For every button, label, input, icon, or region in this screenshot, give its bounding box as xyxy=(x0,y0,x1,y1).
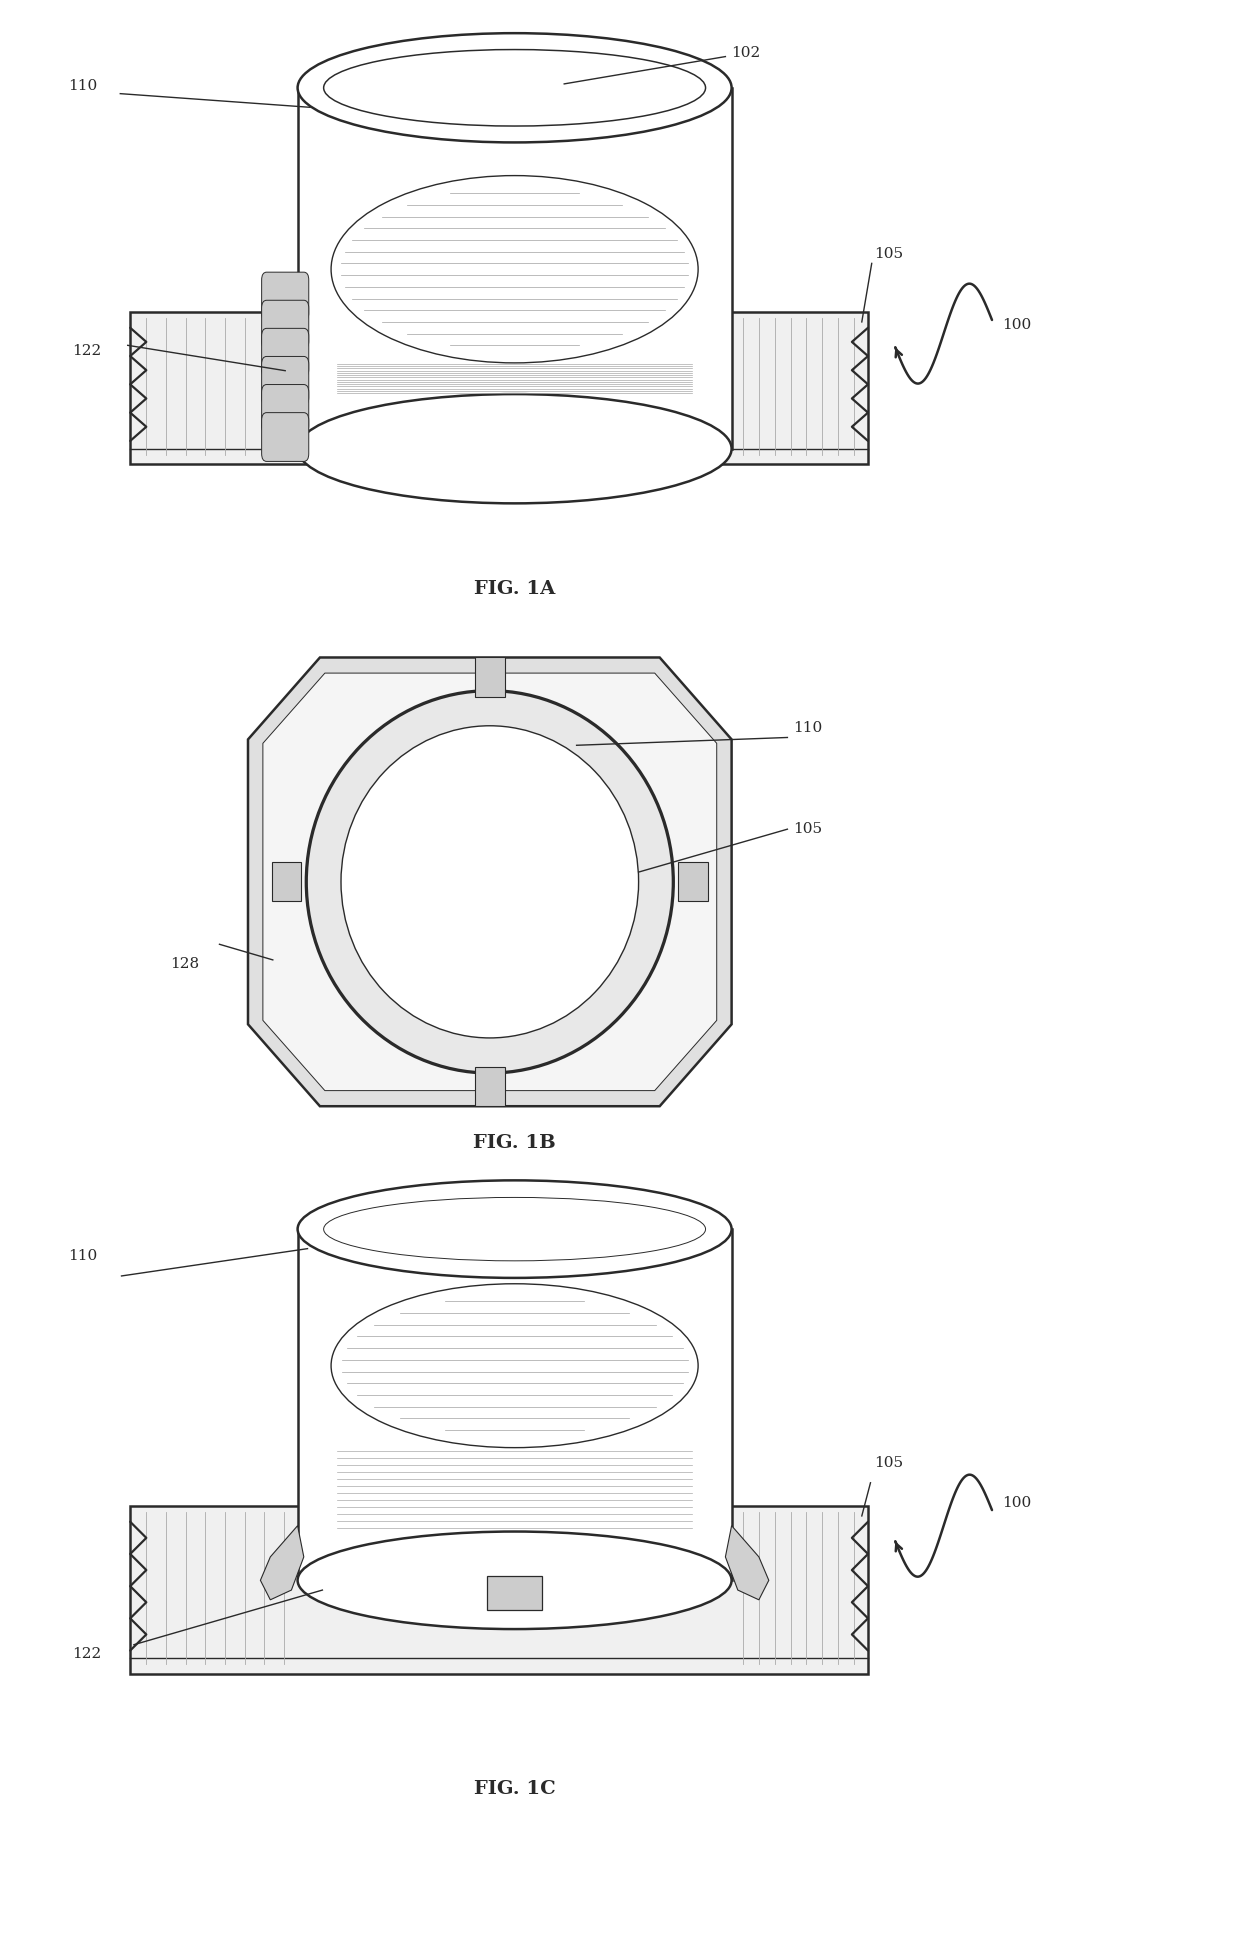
Polygon shape xyxy=(263,673,717,1091)
Text: 105: 105 xyxy=(874,1455,903,1471)
Text: 105: 105 xyxy=(794,821,822,837)
Ellipse shape xyxy=(298,394,732,503)
Polygon shape xyxy=(298,88,732,449)
FancyBboxPatch shape xyxy=(272,862,301,901)
Polygon shape xyxy=(130,1506,868,1674)
Text: 122: 122 xyxy=(72,1647,102,1662)
Text: 110: 110 xyxy=(794,720,823,736)
Text: FIG. 1B: FIG. 1B xyxy=(474,1134,556,1153)
Text: FIG. 1C: FIG. 1C xyxy=(474,1779,556,1799)
FancyBboxPatch shape xyxy=(475,1067,505,1106)
FancyBboxPatch shape xyxy=(487,1576,542,1610)
Polygon shape xyxy=(298,1229,732,1580)
Polygon shape xyxy=(260,1526,304,1600)
FancyBboxPatch shape xyxy=(262,412,309,460)
Text: FIG. 1A: FIG. 1A xyxy=(474,579,556,599)
Text: 128: 128 xyxy=(170,956,198,972)
Ellipse shape xyxy=(331,176,698,363)
FancyBboxPatch shape xyxy=(262,357,309,406)
Ellipse shape xyxy=(324,1198,706,1260)
FancyBboxPatch shape xyxy=(262,271,309,320)
Text: 100: 100 xyxy=(1002,318,1032,332)
Ellipse shape xyxy=(298,1180,732,1278)
Text: 100: 100 xyxy=(1002,1496,1032,1510)
Ellipse shape xyxy=(324,49,706,127)
Ellipse shape xyxy=(306,691,673,1073)
FancyBboxPatch shape xyxy=(262,300,309,349)
Text: 122: 122 xyxy=(72,343,102,359)
FancyBboxPatch shape xyxy=(475,657,505,697)
Polygon shape xyxy=(248,657,732,1106)
Text: 102: 102 xyxy=(732,45,761,60)
Text: 110: 110 xyxy=(68,1249,98,1264)
FancyBboxPatch shape xyxy=(678,862,708,901)
FancyBboxPatch shape xyxy=(262,328,309,377)
Polygon shape xyxy=(725,1526,769,1600)
Text: 110: 110 xyxy=(68,78,98,94)
Ellipse shape xyxy=(341,726,639,1038)
Ellipse shape xyxy=(298,1532,732,1629)
Ellipse shape xyxy=(298,33,732,142)
Ellipse shape xyxy=(331,1284,698,1448)
Polygon shape xyxy=(130,312,868,464)
FancyBboxPatch shape xyxy=(262,384,309,433)
Text: 105: 105 xyxy=(874,246,903,261)
